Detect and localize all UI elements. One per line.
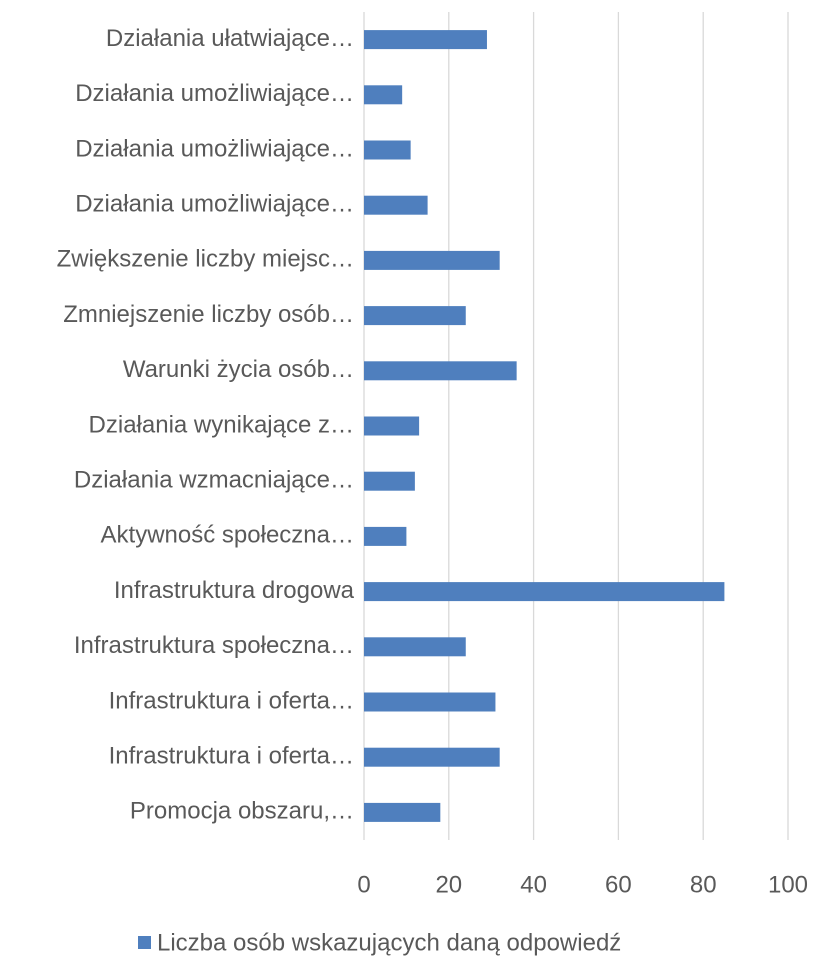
bar	[364, 140, 411, 160]
y-tick-label: Działania wynikające z…	[89, 411, 354, 438]
bar	[364, 802, 441, 822]
bar	[364, 582, 725, 602]
y-tick-label: Infrastruktura społeczna…	[74, 632, 354, 659]
bar	[364, 85, 403, 105]
bar	[364, 692, 496, 712]
x-tick-label: 100	[768, 871, 808, 898]
bar	[364, 250, 500, 270]
y-tick-label: Infrastruktura i oferta…	[109, 743, 354, 770]
y-tick-label: Działania umożliwiające…	[75, 80, 354, 107]
legend-label: Liczba osób wskazujących daną odpowiedź	[157, 929, 621, 956]
bar	[364, 361, 517, 381]
bar	[364, 195, 428, 215]
y-tick-label: Warunki życia osób…	[123, 356, 354, 383]
y-tick-label: Infrastruktura drogowa	[114, 577, 355, 604]
y-tick-label: Promocja obszaru,…	[130, 798, 354, 825]
y-tick-label: Aktywność społeczna…	[101, 522, 354, 549]
x-tick-label: 0	[357, 871, 370, 898]
x-tick-label: 60	[605, 871, 632, 898]
bar	[364, 747, 500, 767]
bar	[364, 30, 487, 50]
bar	[364, 306, 466, 326]
y-tick-label: Działania wzmacniające…	[74, 467, 354, 494]
x-tick-label: 80	[690, 871, 717, 898]
y-tick-label: Działania umożliwiające…	[75, 191, 354, 218]
x-tick-label: 40	[520, 871, 547, 898]
bar	[364, 526, 407, 546]
y-tick-label: Zmniejszenie liczby osób…	[63, 301, 354, 328]
legend-swatch	[138, 936, 151, 949]
bar	[364, 637, 466, 657]
x-tick-label: 20	[435, 871, 462, 898]
bar	[364, 416, 420, 436]
bar	[364, 471, 415, 491]
y-tick-label: Infrastruktura i oferta…	[109, 687, 354, 714]
y-tick-label: Działania umożliwiające…	[75, 135, 354, 162]
y-tick-label: Działania ułatwiające…	[106, 25, 354, 52]
y-tick-label: Zwiększenie liczby miejsc…	[57, 246, 354, 273]
